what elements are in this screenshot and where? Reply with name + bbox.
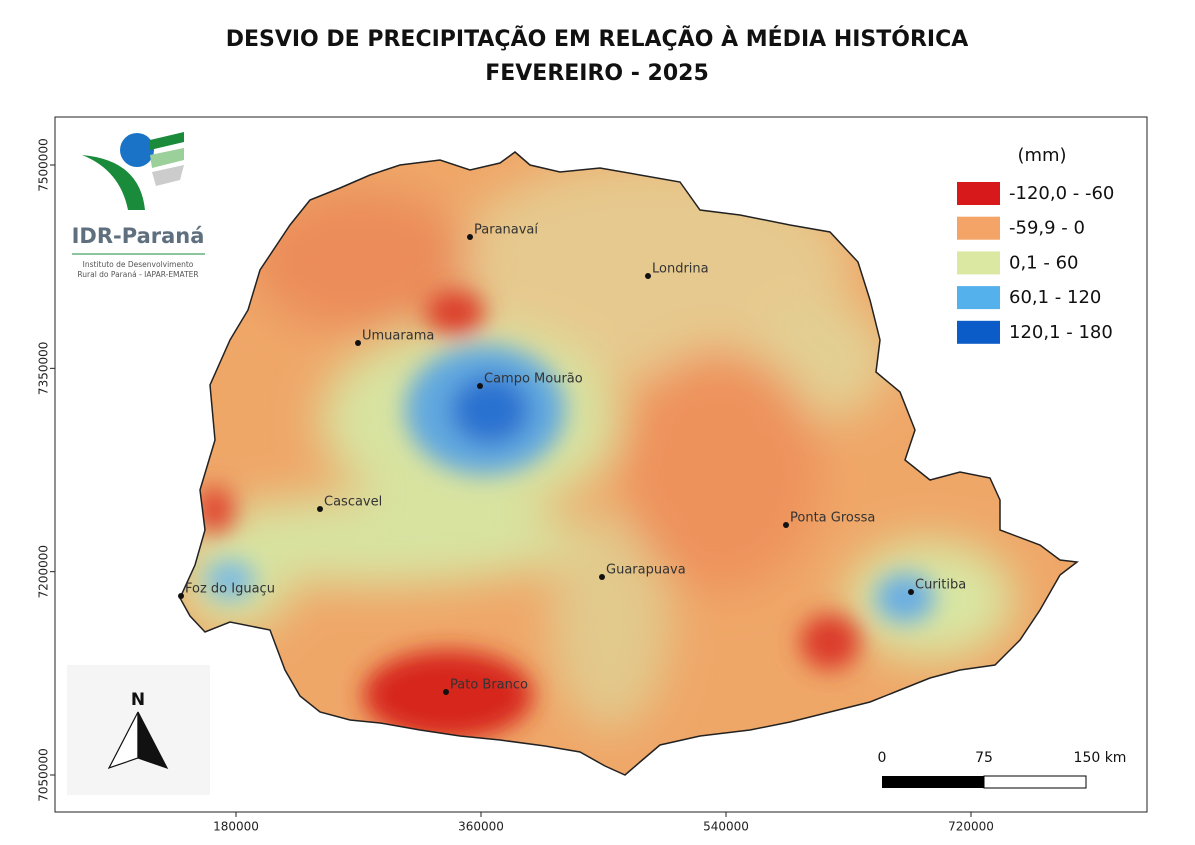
legend-swatch [957,182,1000,205]
city-dot [645,273,651,279]
legend-label: -120,0 - -60 [1009,183,1114,204]
logo-subtitle: Rural do Paraná - IAPAR-EMATER [77,270,198,279]
x-tick-label: 180000 [213,820,259,834]
legend-label: 120,1 - 180 [1009,322,1113,343]
legend-label: 0,1 - 60 [1009,252,1078,273]
north-label: N [131,690,145,710]
city-dot [599,574,605,580]
city-dot [467,234,473,240]
logo-subtitle: Instituto de Desenvolvimento [83,260,194,269]
city-label: Pato Branco [450,678,528,693]
y-tick-label: 7500000 [37,138,51,191]
city-label: Paranavaí [474,223,538,238]
legend-swatch [957,286,1000,310]
legend-label: 60,1 - 120 [1009,287,1101,308]
city-dot [317,506,323,512]
scale-bar [882,775,1087,789]
city-dot [178,593,184,599]
city-dot [908,589,914,595]
city-label: Foz do Iguaçu [185,582,275,597]
y-tick-label: 7350000 [37,342,51,395]
city-dot [443,689,449,695]
city-dot [355,340,361,346]
city-label: Curitiba [915,578,966,593]
x-tick-label: 360000 [458,820,504,834]
y-tick-label: 7200000 [37,545,51,598]
scale-label: 75 [975,750,993,766]
precipitation-surface [180,152,1077,775]
legend-swatch [957,320,1000,344]
subtitle: FEVEREIRO - 2025 [485,61,709,86]
city-label: Ponta Grossa [790,511,875,526]
logo: IDR-Paraná Instituto de Desenvolvimento … [72,132,205,279]
city-label: Londrina [652,262,709,277]
city-label: Guarapuava [606,563,686,578]
title: DESVIO DE PRECIPITAÇÃO EM RELAÇÃO À MÉDI… [226,26,969,52]
legend-swatch [957,216,1000,240]
x-tick-label: 720000 [948,820,994,834]
city-dot [477,383,483,389]
legend-label: -59,9 - 0 [1009,218,1085,239]
city-label: Cascavel [324,495,382,510]
city-dot [783,522,789,528]
city-label: Campo Mourão [484,372,583,387]
scale-label: 0 [878,750,887,766]
city-label: Umuarama [362,329,434,344]
legend-swatch [957,251,1000,275]
legend-title: (mm) [1017,145,1066,166]
scale-label: 150 km [1074,750,1127,766]
north-arrow: N [67,665,210,795]
y-tick-label: 7050000 [37,748,51,801]
logo-name: IDR-Paraná [72,224,205,248]
x-tick-label: 540000 [703,820,749,834]
